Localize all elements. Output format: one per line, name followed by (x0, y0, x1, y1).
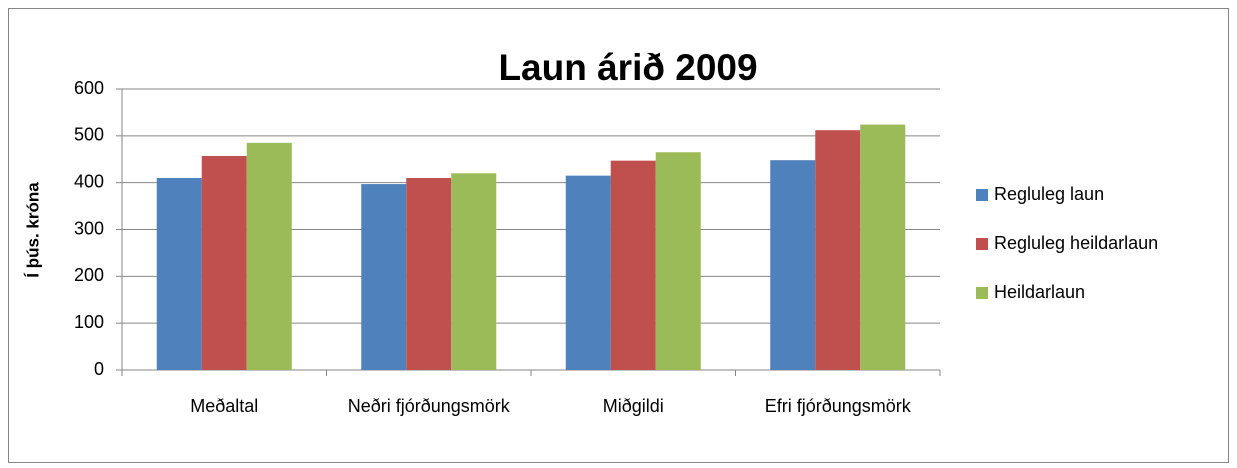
y-tick-label: 600 (74, 78, 104, 98)
bar (156, 177, 202, 370)
legend-swatch (976, 238, 988, 250)
x-tick-label: Meðaltal (190, 396, 258, 416)
y-tick-label: 0 (94, 359, 104, 379)
bar (361, 184, 407, 370)
y-axis-label: Í þús. króna (23, 182, 42, 278)
y-tick-label: 100 (74, 312, 104, 332)
x-tick-label: Efri fjórðungsmörk (765, 396, 912, 416)
y-tick-label: 200 (74, 265, 104, 285)
legend-label: Regluleg heildarlaun (994, 233, 1158, 253)
y-tick-label: 500 (74, 125, 104, 145)
y-tick-label: 400 (74, 171, 104, 191)
legend-swatch (976, 287, 988, 299)
legend-label: Regluleg laun (994, 184, 1104, 204)
bar (770, 160, 816, 370)
bar (406, 177, 452, 370)
bar (246, 142, 292, 370)
x-tick-label: Neðri fjórðungsmörk (348, 396, 511, 416)
bar (860, 124, 906, 371)
legend-swatch (976, 189, 988, 201)
x-tick-label: Miðgildi (603, 396, 664, 416)
bar (610, 160, 656, 370)
y-tick-label: 300 (74, 218, 104, 238)
bar (565, 175, 611, 370)
bar (815, 130, 861, 370)
chart-title: Laun árið 2009 (498, 47, 757, 88)
bar (201, 155, 247, 370)
bar (451, 173, 497, 370)
legend-label: Heildarlaun (994, 282, 1085, 302)
bar (655, 152, 701, 370)
